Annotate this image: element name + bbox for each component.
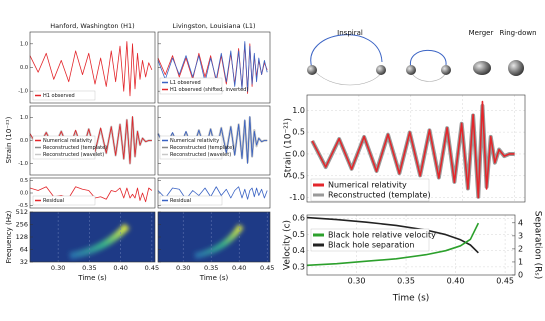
- y-axis-label: Strain (10⁻²¹): [284, 118, 294, 178]
- legend-label: Numerical relativity: [170, 138, 219, 144]
- y-tick-label: 1.0: [292, 106, 305, 115]
- x-tick-label: 0.40: [113, 264, 127, 272]
- y2-tick-label: 2: [518, 244, 523, 253]
- legend-label: H1 observed (shifted, inverted): [170, 87, 248, 93]
- orbit-illustration: [307, 34, 524, 86]
- plot-frame: [157, 211, 271, 263]
- legend-box: [310, 228, 430, 252]
- x-tick-label: 0.30: [348, 277, 366, 286]
- series-line: [157, 41, 268, 92]
- y-tick-label: 0.5: [292, 230, 305, 239]
- y2-tick-label: 0: [518, 271, 523, 280]
- spectrogram-h1: [30, 212, 155, 262]
- series-line: [29, 115, 152, 164]
- x-tick-label: 0.35: [397, 277, 415, 286]
- y-tick-label: 32: [20, 258, 28, 266]
- x-tick-label: 0.30: [176, 264, 190, 272]
- annotation: Inspiral: [337, 29, 363, 37]
- y-tick-label: 0.6: [292, 214, 305, 223]
- legend-label: Residual: [170, 198, 191, 204]
- plot-frame: [29, 31, 156, 104]
- y-axis-label: Frequency (Hz): [5, 210, 13, 263]
- y-tick-label: 1.0: [20, 115, 28, 121]
- annotation: Merger: [469, 29, 494, 37]
- plot-frame: [29, 105, 156, 176]
- y-tick-label: 128: [16, 233, 28, 241]
- plot-frame: [157, 31, 271, 104]
- x-tick-label: 0.35: [204, 264, 218, 272]
- legend-box: [32, 195, 96, 206]
- panel-title: Livingston, Louisiana (L1): [172, 22, 255, 30]
- legend-label: Reconstructed (wavelet): [170, 152, 231, 158]
- series-line: [29, 41, 153, 97]
- y-tick-label: 64: [20, 246, 28, 254]
- legend-label: Reconstructed (template): [170, 145, 234, 151]
- x-tick-label: 0.45: [260, 264, 274, 272]
- plot-frame: [157, 105, 271, 176]
- legend-box: [159, 77, 223, 95]
- y-tick-label: 0.0: [20, 191, 28, 197]
- plot-frame: [306, 214, 516, 276]
- y-tick-label: 0.0: [292, 149, 305, 158]
- y-tick-label: -1.0: [18, 161, 28, 167]
- y2-tick-label: 3: [518, 231, 523, 240]
- series-line: [311, 100, 515, 199]
- y-tick-label: 256: [16, 221, 28, 229]
- legend-label: Reconstructed (wavelet): [43, 152, 104, 158]
- panel-title: Hanford, Washington (H1): [50, 22, 134, 30]
- legend-box: [32, 90, 96, 101]
- y-tick-label: 0.3: [292, 262, 305, 271]
- x-axis-label: Time (s): [77, 274, 107, 282]
- x-axis-label: Time (s): [392, 294, 430, 304]
- y-tick-label: -1.0: [18, 89, 28, 95]
- legend-box: [310, 178, 430, 202]
- legend-label: Numerical relativity: [43, 138, 92, 144]
- plot-frame: [29, 211, 156, 263]
- spectrogram-l1: [158, 212, 270, 262]
- y-tick-label: 0.0: [20, 138, 28, 144]
- x-tick-label: 0.30: [51, 264, 65, 272]
- legend-box: [32, 135, 96, 160]
- y2-tick-label: 1: [518, 257, 523, 266]
- y-tick-label: -0.5: [289, 171, 305, 180]
- legend-box: [159, 195, 223, 206]
- y-axis-label: Velocity (c): [283, 220, 293, 270]
- y-tick-label: 0.5: [292, 128, 305, 137]
- legend-label: Black hole separation: [328, 241, 414, 250]
- series-line: [157, 115, 268, 164]
- y-axis-label: Strain (10⁻²¹): [5, 116, 13, 163]
- legend-label: Reconstructed (template): [43, 145, 107, 151]
- legend-label: Residual: [43, 198, 64, 204]
- y-tick-label: 0.5: [20, 178, 28, 184]
- legend-label: Black hole relative velocity: [328, 231, 436, 240]
- legend-label: L1 observed: [170, 80, 201, 86]
- plot-frame: [157, 177, 271, 209]
- y-tick-label: -1.0: [289, 193, 305, 202]
- annotation: Ring-down: [499, 29, 536, 37]
- x-tick-label: 0.40: [232, 264, 246, 272]
- x-tick-label: 0.45: [145, 264, 159, 272]
- series-line: [306, 222, 480, 267]
- legend-label: H1 observed: [43, 93, 75, 99]
- x-axis-label: Time (s): [199, 274, 229, 282]
- plot-frame: [29, 177, 156, 209]
- legend-label: Numerical relativity: [328, 181, 407, 190]
- y-tick-label: 0.4: [292, 246, 305, 255]
- x-tick-label: 0.40: [447, 277, 465, 286]
- y-tick-label: 0.0: [20, 65, 28, 71]
- x-tick-label: 0.35: [82, 264, 96, 272]
- legend-box: [159, 135, 223, 160]
- y2-tick-label: 4: [518, 218, 523, 227]
- y-tick-label: 1.0: [20, 41, 28, 47]
- y-tick-label: -0.5: [18, 203, 28, 209]
- y-tick-label: 512: [16, 208, 28, 216]
- legend-label: Reconstructed (template): [328, 191, 431, 200]
- y2-axis-label: Separation (Rₛ): [533, 211, 543, 279]
- x-tick-label: 0.45: [496, 277, 514, 286]
- plot-frame: [306, 94, 526, 203]
